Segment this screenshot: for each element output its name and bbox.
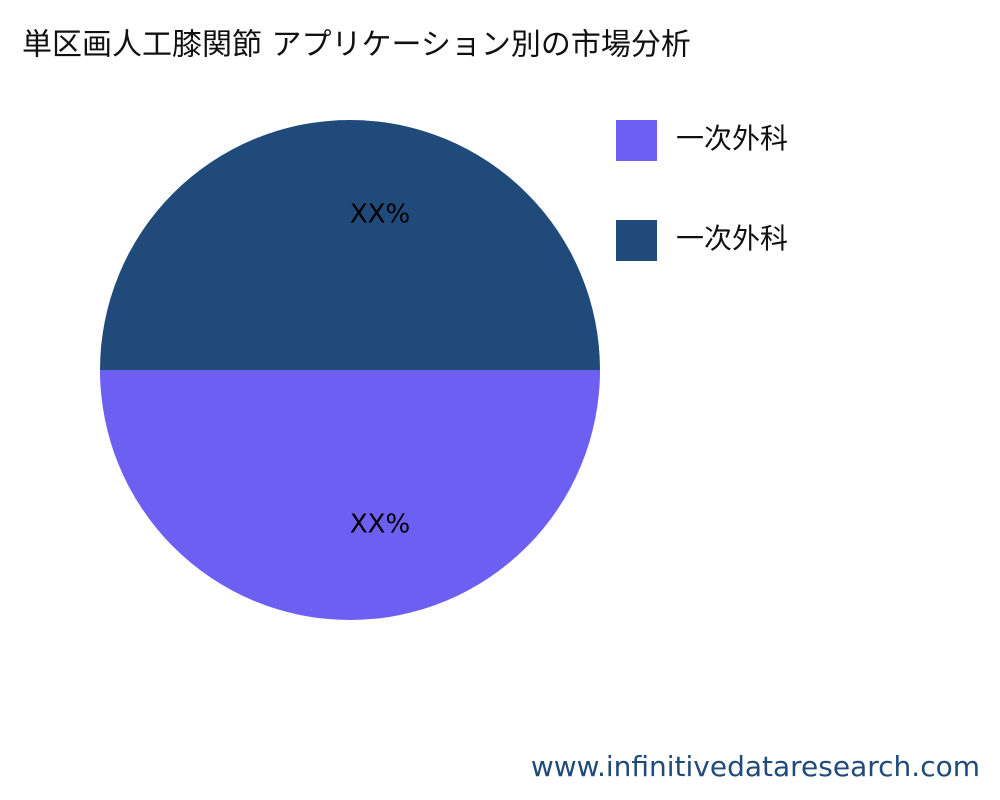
- pie-slice: [100, 370, 600, 620]
- pie-slice: [100, 120, 600, 370]
- legend-swatch: [616, 220, 657, 261]
- legend-label: 一次外科: [676, 122, 788, 155]
- legend-label: 一次外科: [676, 222, 788, 255]
- watermark: www.infinitivedataresearch.com: [531, 750, 980, 783]
- data-label: XX%: [350, 510, 410, 540]
- chart-title: 単区画人工膝関節 アプリケーション別の市場分析: [22, 28, 691, 63]
- data-label: XX%: [350, 200, 410, 230]
- legend-swatch: [616, 120, 657, 161]
